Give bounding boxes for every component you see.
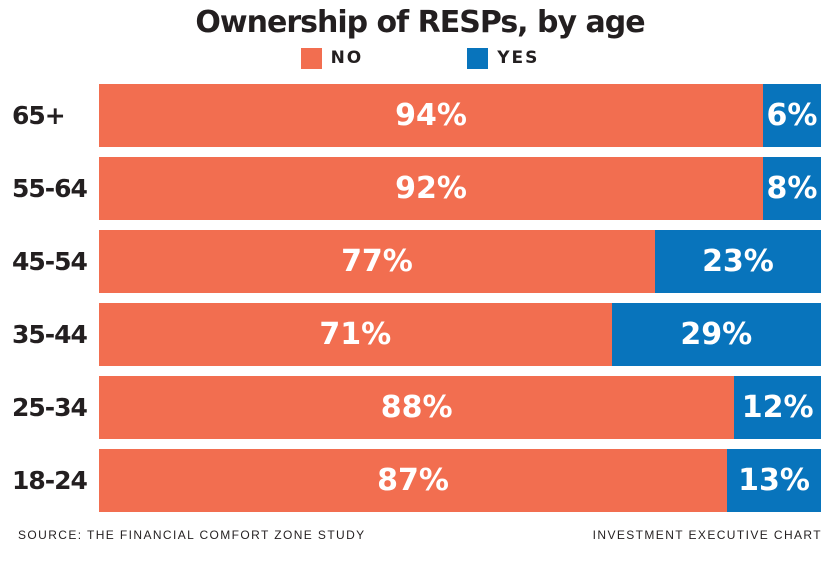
bar-chart: 65+ 94% 6% 55-64 92% 8% 45-54 77% 23% 35… [0,84,821,512]
bar-row-35-44: 35-44 71% 29% [0,303,821,366]
yes-segment: 29% [611,303,821,366]
source-note: SOURCE: THE FINANCIAL COMFORT ZONE STUDY [18,528,366,542]
age-label: 35-44 [12,320,88,349]
yes-segment: 6% [763,84,821,147]
no-segment: 71% [99,303,612,366]
no-segment: 92% [99,157,763,220]
yes-segment: 8% [763,157,821,220]
no-value-label: 88% [380,390,453,425]
credit-note: INVESTMENT EXECUTIVE CHART [592,528,822,542]
yes-segment: 13% [727,449,821,512]
chart-title: Ownership of RESPs, by age [195,5,645,40]
age-label: 25-34 [12,393,88,422]
footer: SOURCE: THE FINANCIAL COMFORT ZONE STUDY… [0,528,840,542]
yes-legend-swatch [467,47,489,69]
yes-value-label: 23% [702,244,774,279]
yes-value-label: 13% [738,463,810,498]
no-segment: 87% [99,449,728,512]
legend-item-no: NO [300,47,364,69]
stacked-bar: 71% 29% [99,303,821,366]
bar-row-65plus: 65+ 94% 6% [0,84,821,147]
stacked-bar: 94% 6% [99,84,821,147]
no-value-label: 71% [319,317,392,352]
yes-segment: 23% [654,230,821,293]
stacked-bar: 92% 8% [99,157,821,220]
yes-legend-label: YES [497,48,540,68]
yes-value-label: 8% [766,171,818,206]
no-legend-label: NO [330,48,364,68]
age-label: 45-54 [12,247,88,276]
legend: NO YES [0,47,840,69]
bar-row-55-64: 55-64 92% 8% [0,157,821,220]
no-value-label: 87% [377,463,449,498]
bar-row-18-24: 18-24 87% 13% [0,449,821,512]
stacked-bar: 87% 13% [99,449,821,512]
yes-value-label: 29% [680,317,753,352]
yes-segment: 12% [734,376,821,439]
stacked-bar: 88% 12% [99,376,821,439]
bar-row-25-34: 25-34 88% 12% [0,376,821,439]
no-segment: 88% [99,376,735,439]
legend-item-yes: YES [467,47,540,69]
yes-value-label: 12% [741,390,814,425]
no-segment: 77% [99,230,655,293]
stacked-bar: 77% 23% [99,230,821,293]
age-label: 55-64 [12,174,88,203]
no-value-label: 77% [341,244,413,279]
no-value-label: 92% [395,171,467,206]
age-label: 18-24 [12,466,88,495]
bar-row-45-54: 45-54 77% 23% [0,230,821,293]
no-legend-swatch [300,47,322,69]
yes-value-label: 6% [766,98,818,133]
no-value-label: 94% [395,98,467,133]
age-label: 65+ [12,101,66,130]
no-segment: 94% [99,84,763,147]
